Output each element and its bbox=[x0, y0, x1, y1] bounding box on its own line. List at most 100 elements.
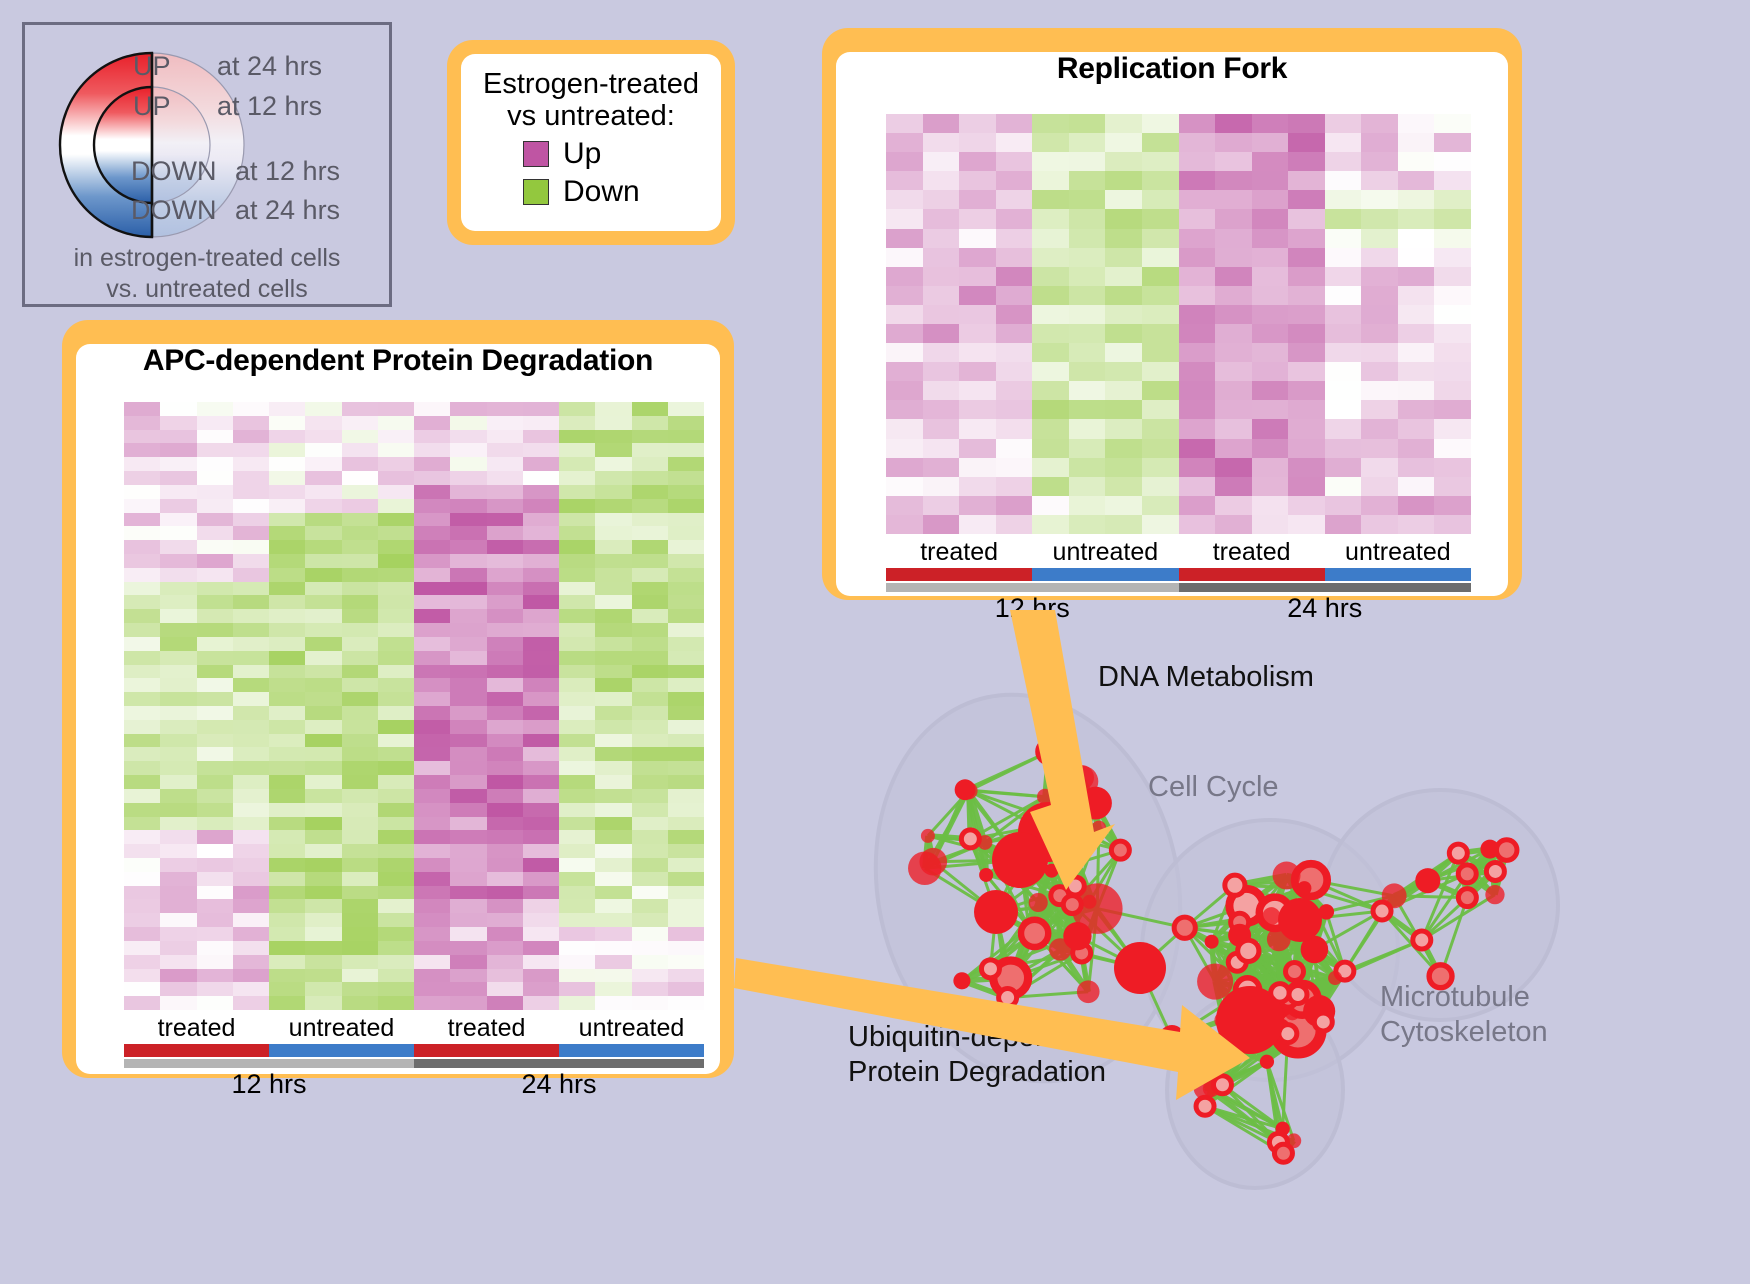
heatmap-cell bbox=[1105, 171, 1142, 190]
up-down-title-line1: Estrogen-treated bbox=[471, 68, 711, 100]
heatmap-cell bbox=[886, 477, 923, 496]
heatmap-cell bbox=[523, 858, 559, 872]
heatmap-cell bbox=[487, 969, 523, 983]
heatmap-cell bbox=[595, 747, 631, 761]
heatmap-cell bbox=[632, 457, 668, 471]
heatmap-cell bbox=[559, 982, 595, 996]
heatmap-cell bbox=[595, 872, 631, 886]
heatmap-cell bbox=[269, 830, 305, 844]
heatmap-cell bbox=[923, 477, 960, 496]
heatmap-cell bbox=[342, 761, 378, 775]
apc-degradation-inner: APC-dependent Protein Degradation treate… bbox=[76, 344, 720, 1074]
heatmap-cell bbox=[632, 706, 668, 720]
heatmap-cell bbox=[269, 513, 305, 527]
heatmap-cell bbox=[1398, 305, 1435, 324]
heatmap-cell bbox=[233, 789, 269, 803]
heatmap-cell bbox=[1361, 477, 1398, 496]
heatmap-cell bbox=[1069, 114, 1106, 133]
condition-bar-segment bbox=[1325, 568, 1471, 581]
heatmap-cell bbox=[1069, 267, 1106, 286]
heatmap-cell bbox=[450, 844, 486, 858]
heatmap-cell bbox=[124, 471, 160, 485]
heatmap-cell bbox=[1032, 419, 1069, 438]
heatmap-cell bbox=[269, 416, 305, 430]
heatmap-cell bbox=[595, 526, 631, 540]
heatmap-cell bbox=[668, 969, 704, 983]
heatmap-cell bbox=[414, 886, 450, 900]
heatmap-cell bbox=[886, 515, 923, 534]
heatmap-cell bbox=[1288, 209, 1325, 228]
heatmap-cell bbox=[487, 651, 523, 665]
heatmap-cell bbox=[1325, 286, 1362, 305]
heatmap-cell bbox=[342, 913, 378, 927]
heatmap-cell bbox=[233, 886, 269, 900]
heatmap-cell bbox=[1325, 133, 1362, 152]
heatmap-cell bbox=[487, 775, 523, 789]
heatmap-cell bbox=[595, 678, 631, 692]
heatmap-cell bbox=[1434, 209, 1471, 228]
heatmap-cell bbox=[414, 817, 450, 831]
heatmap-cell bbox=[1288, 114, 1325, 133]
heatmap-cell bbox=[1032, 267, 1069, 286]
heatmap-cell bbox=[523, 402, 559, 416]
heatmap-cell bbox=[269, 899, 305, 913]
cluster-label-dna-metabolism: DNA Metabolism bbox=[1098, 660, 1314, 695]
heatmap-cell bbox=[450, 623, 486, 637]
heatmap-cell bbox=[1434, 152, 1471, 171]
heatmap-cell bbox=[124, 540, 160, 554]
heatmap-cell bbox=[559, 678, 595, 692]
heatmap-cell bbox=[523, 720, 559, 734]
heatmap-cell bbox=[378, 457, 414, 471]
heatmap-cell bbox=[959, 114, 996, 133]
heatmap-cell bbox=[632, 899, 668, 913]
heatmap-cell bbox=[233, 955, 269, 969]
heatmap-cell bbox=[959, 305, 996, 324]
heatmap-cell bbox=[269, 761, 305, 775]
heatmap-cell bbox=[305, 899, 341, 913]
heatmap-cell bbox=[378, 471, 414, 485]
heatmap-cell bbox=[1434, 381, 1471, 400]
heatmap-cell bbox=[632, 775, 668, 789]
heatmap-cell bbox=[269, 872, 305, 886]
heatmap-cell bbox=[124, 595, 160, 609]
heatmap-cell bbox=[1398, 114, 1435, 133]
heatmap-cell bbox=[1142, 286, 1179, 305]
heatmap-cell bbox=[414, 430, 450, 444]
heatmap-cell bbox=[124, 651, 160, 665]
wheel-ring-label-1: UP bbox=[133, 93, 171, 120]
heatmap-cell bbox=[559, 485, 595, 499]
condition-bar-segment bbox=[414, 1044, 559, 1057]
heatmap-cell bbox=[1434, 362, 1471, 381]
heatmap-cell bbox=[523, 913, 559, 927]
heatmap-cell bbox=[414, 637, 450, 651]
heatmap-cell bbox=[559, 858, 595, 872]
heatmap-cell bbox=[1288, 477, 1325, 496]
heatmap-cell bbox=[342, 872, 378, 886]
heatmap-cell bbox=[1252, 229, 1289, 248]
heatmap-cell bbox=[595, 996, 631, 1010]
heatmap-cell bbox=[668, 996, 704, 1010]
heatmap-cell bbox=[414, 692, 450, 706]
heatmap-cell bbox=[1252, 381, 1289, 400]
heatmap-cell bbox=[559, 568, 595, 582]
heatmap-cell bbox=[124, 789, 160, 803]
heatmap-cell bbox=[450, 720, 486, 734]
heatmap-cell bbox=[1398, 209, 1435, 228]
heatmap-cell bbox=[523, 430, 559, 444]
heatmap-cell bbox=[160, 651, 196, 665]
heatmap-cell bbox=[1398, 267, 1435, 286]
condition-label: treated bbox=[1179, 538, 1325, 567]
network-node bbox=[1297, 881, 1311, 895]
heatmap-cell bbox=[668, 623, 704, 637]
heatmap-cell bbox=[1105, 400, 1142, 419]
heatmap-cell bbox=[450, 554, 486, 568]
heatmap-cell bbox=[632, 941, 668, 955]
heatmap-cell bbox=[342, 706, 378, 720]
heatmap-cell bbox=[1361, 209, 1398, 228]
heatmap-cell bbox=[632, 913, 668, 927]
heatmap-cell bbox=[523, 665, 559, 679]
heatmap-cell bbox=[487, 554, 523, 568]
heatmap-cell bbox=[1325, 343, 1362, 362]
heatmap-cell bbox=[923, 209, 960, 228]
